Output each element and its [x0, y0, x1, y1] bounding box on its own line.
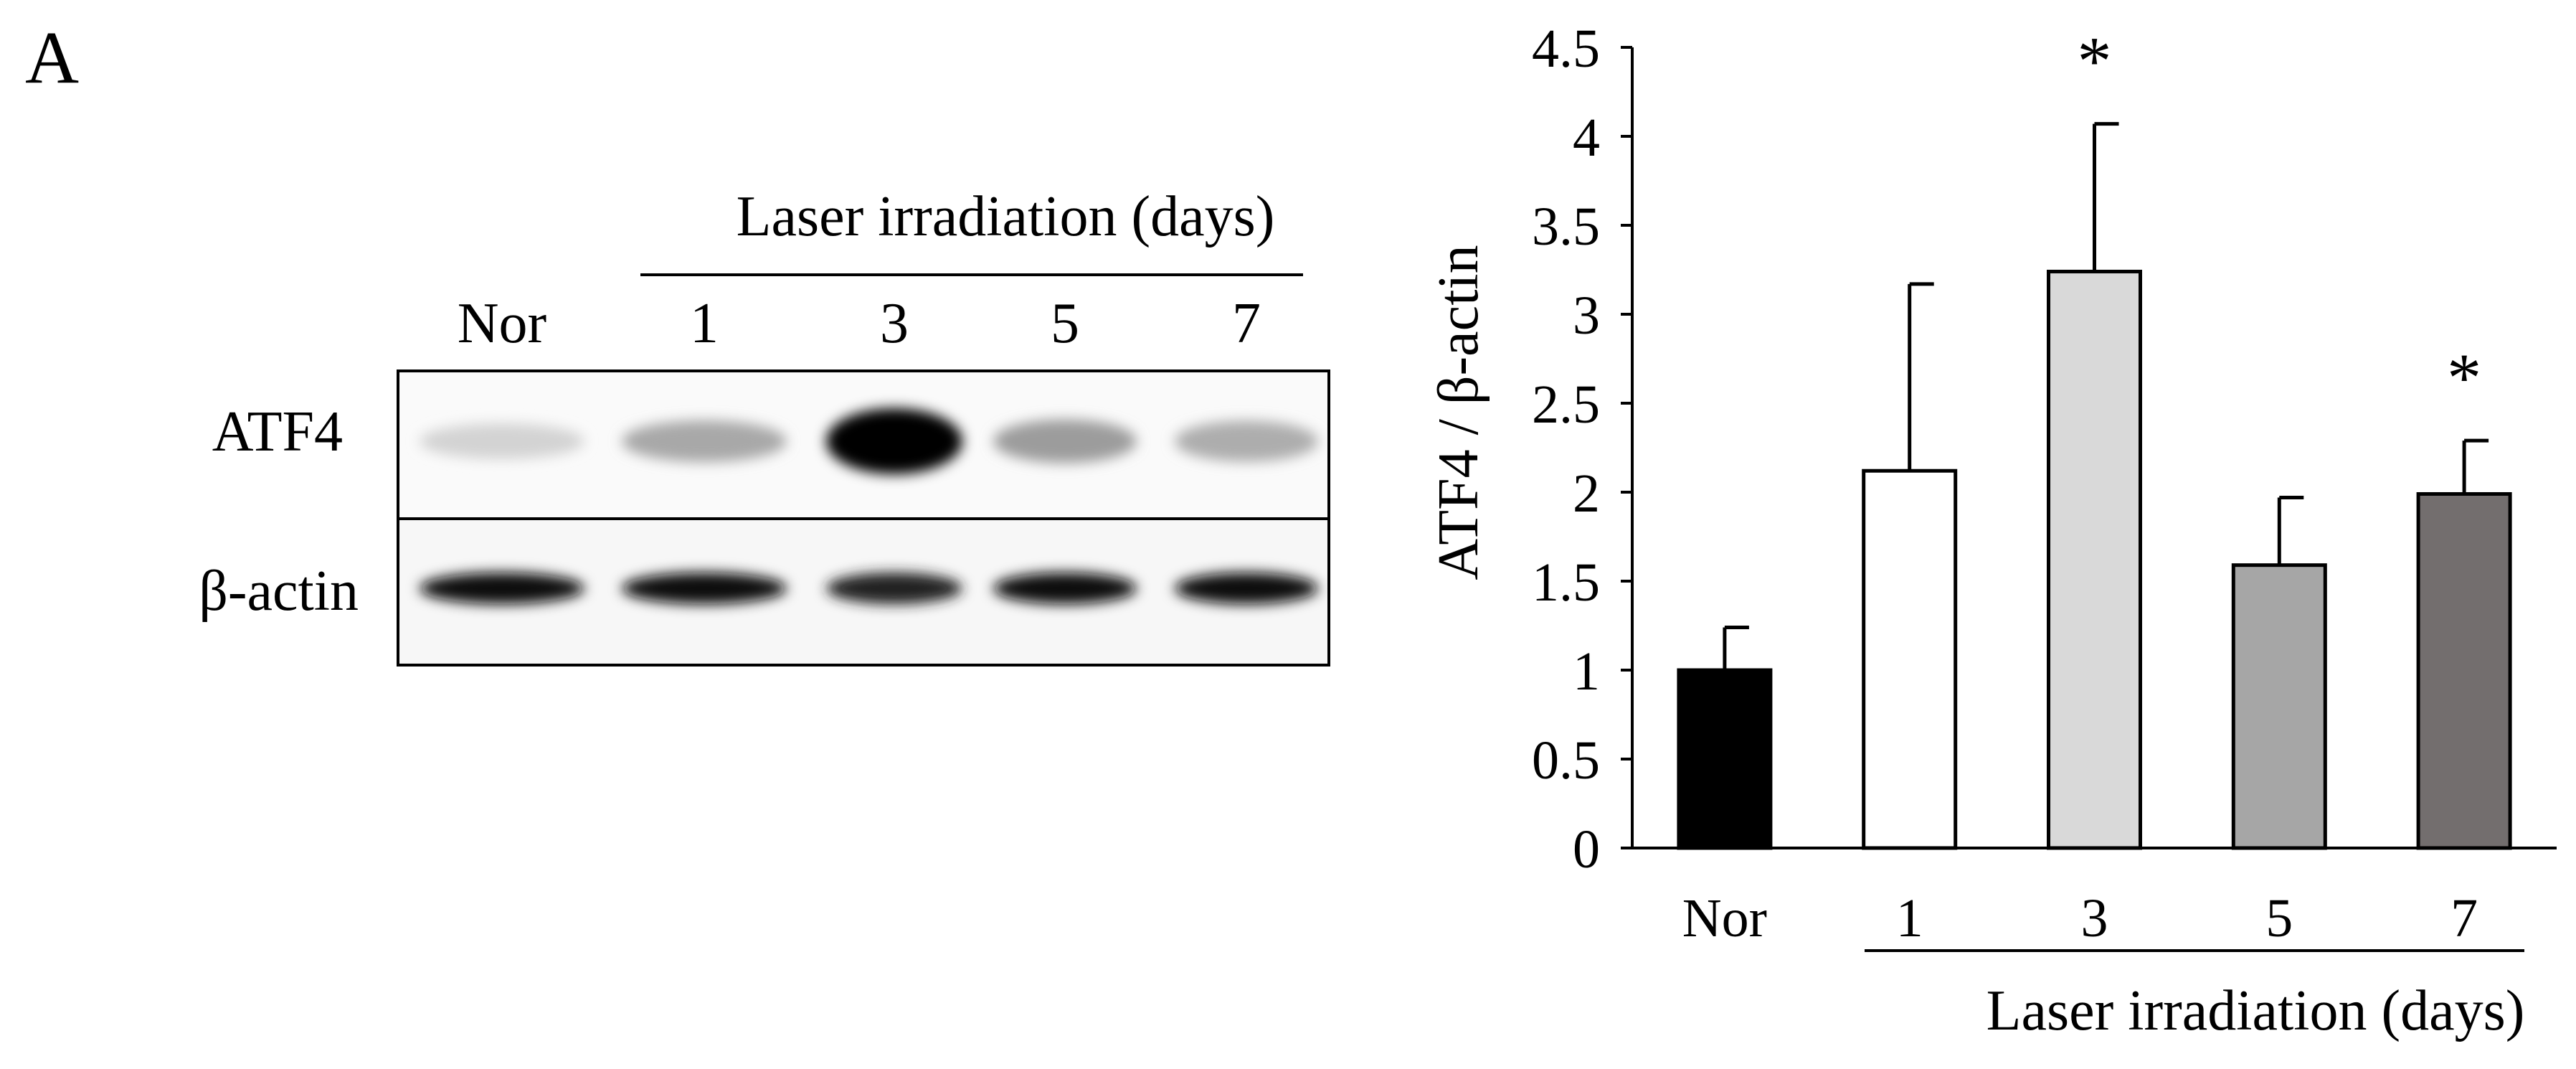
y-tick-label: 3.5: [1532, 197, 1600, 257]
beta-actin-band: [622, 573, 787, 604]
blot-lane-label: 7: [1232, 292, 1261, 355]
beta-actin-band: [1175, 573, 1318, 604]
beta-actin-band: [826, 573, 962, 604]
y-tick-label: 1.5: [1532, 552, 1600, 613]
panel-label: A: [25, 17, 79, 99]
bar: [2047, 269, 2142, 850]
x-tick-label: 7: [2450, 888, 2478, 948]
blot-group-label: Laser irradiation (days): [737, 185, 1275, 248]
bars: **: [1677, 23, 2512, 850]
beta-actin-band: [993, 573, 1137, 604]
blot-lane-label: 5: [1051, 292, 1079, 355]
y-tick-label: 2.5: [1532, 375, 1600, 435]
y-tick-label: 4: [1573, 108, 1600, 168]
bar: [1677, 668, 1773, 850]
blot-lane-label: Nor: [458, 292, 546, 355]
bar: [1862, 468, 1958, 850]
x-tick-label: 1: [1896, 888, 1923, 948]
bar: [2416, 491, 2512, 850]
y-axis-title: ATF4 / β-actin: [1427, 245, 1490, 580]
x-tick-label: Nor: [1682, 888, 1767, 948]
atf4-band: [622, 420, 787, 463]
y-tick-label: 3: [1573, 286, 1600, 346]
x-tick-label: 5: [2265, 888, 2293, 948]
atf4-band: [1175, 420, 1318, 462]
western-blot: Laser irradiation (days) Nor 1 3 5 7 ATF…: [199, 185, 1330, 667]
y-tick-label: 2: [1573, 463, 1600, 524]
x-tick-label: 3: [2081, 888, 2108, 948]
x-axis-title: Laser irradiation (days): [1987, 979, 2525, 1042]
atf4-band: [826, 408, 962, 474]
bar: [2231, 563, 2327, 850]
atf4-band: [420, 423, 584, 459]
atf4-band: [993, 419, 1137, 463]
bar-chart: ATF4 / β-actin 00.511.522.533.544.5 ** N…: [1427, 19, 2557, 1042]
significance-marker: *: [2447, 339, 2481, 416]
blot-lane-label: 1: [690, 292, 719, 355]
blot-lane-label: 3: [880, 292, 909, 355]
beta-actin-band: [420, 573, 584, 604]
blot-bands: [420, 408, 1318, 604]
y-tick-label: 0: [1573, 819, 1600, 880]
blot-row-label-atf4: ATF4: [212, 400, 343, 463]
y-tick-label: 4.5: [1532, 19, 1600, 79]
significance-marker: *: [2078, 23, 2112, 100]
y-tick-label: 1: [1573, 641, 1600, 702]
blot-row-label-beta-actin: β-actin: [199, 560, 359, 623]
y-tick-label: 0.5: [1532, 730, 1600, 791]
y-ticks: 0 0.5 1 1.5 2 2.5 3 3.5 4 4.5: [1532, 19, 1632, 880]
x-tick-labels: Nor 1 3 5 7: [1682, 888, 2478, 948]
